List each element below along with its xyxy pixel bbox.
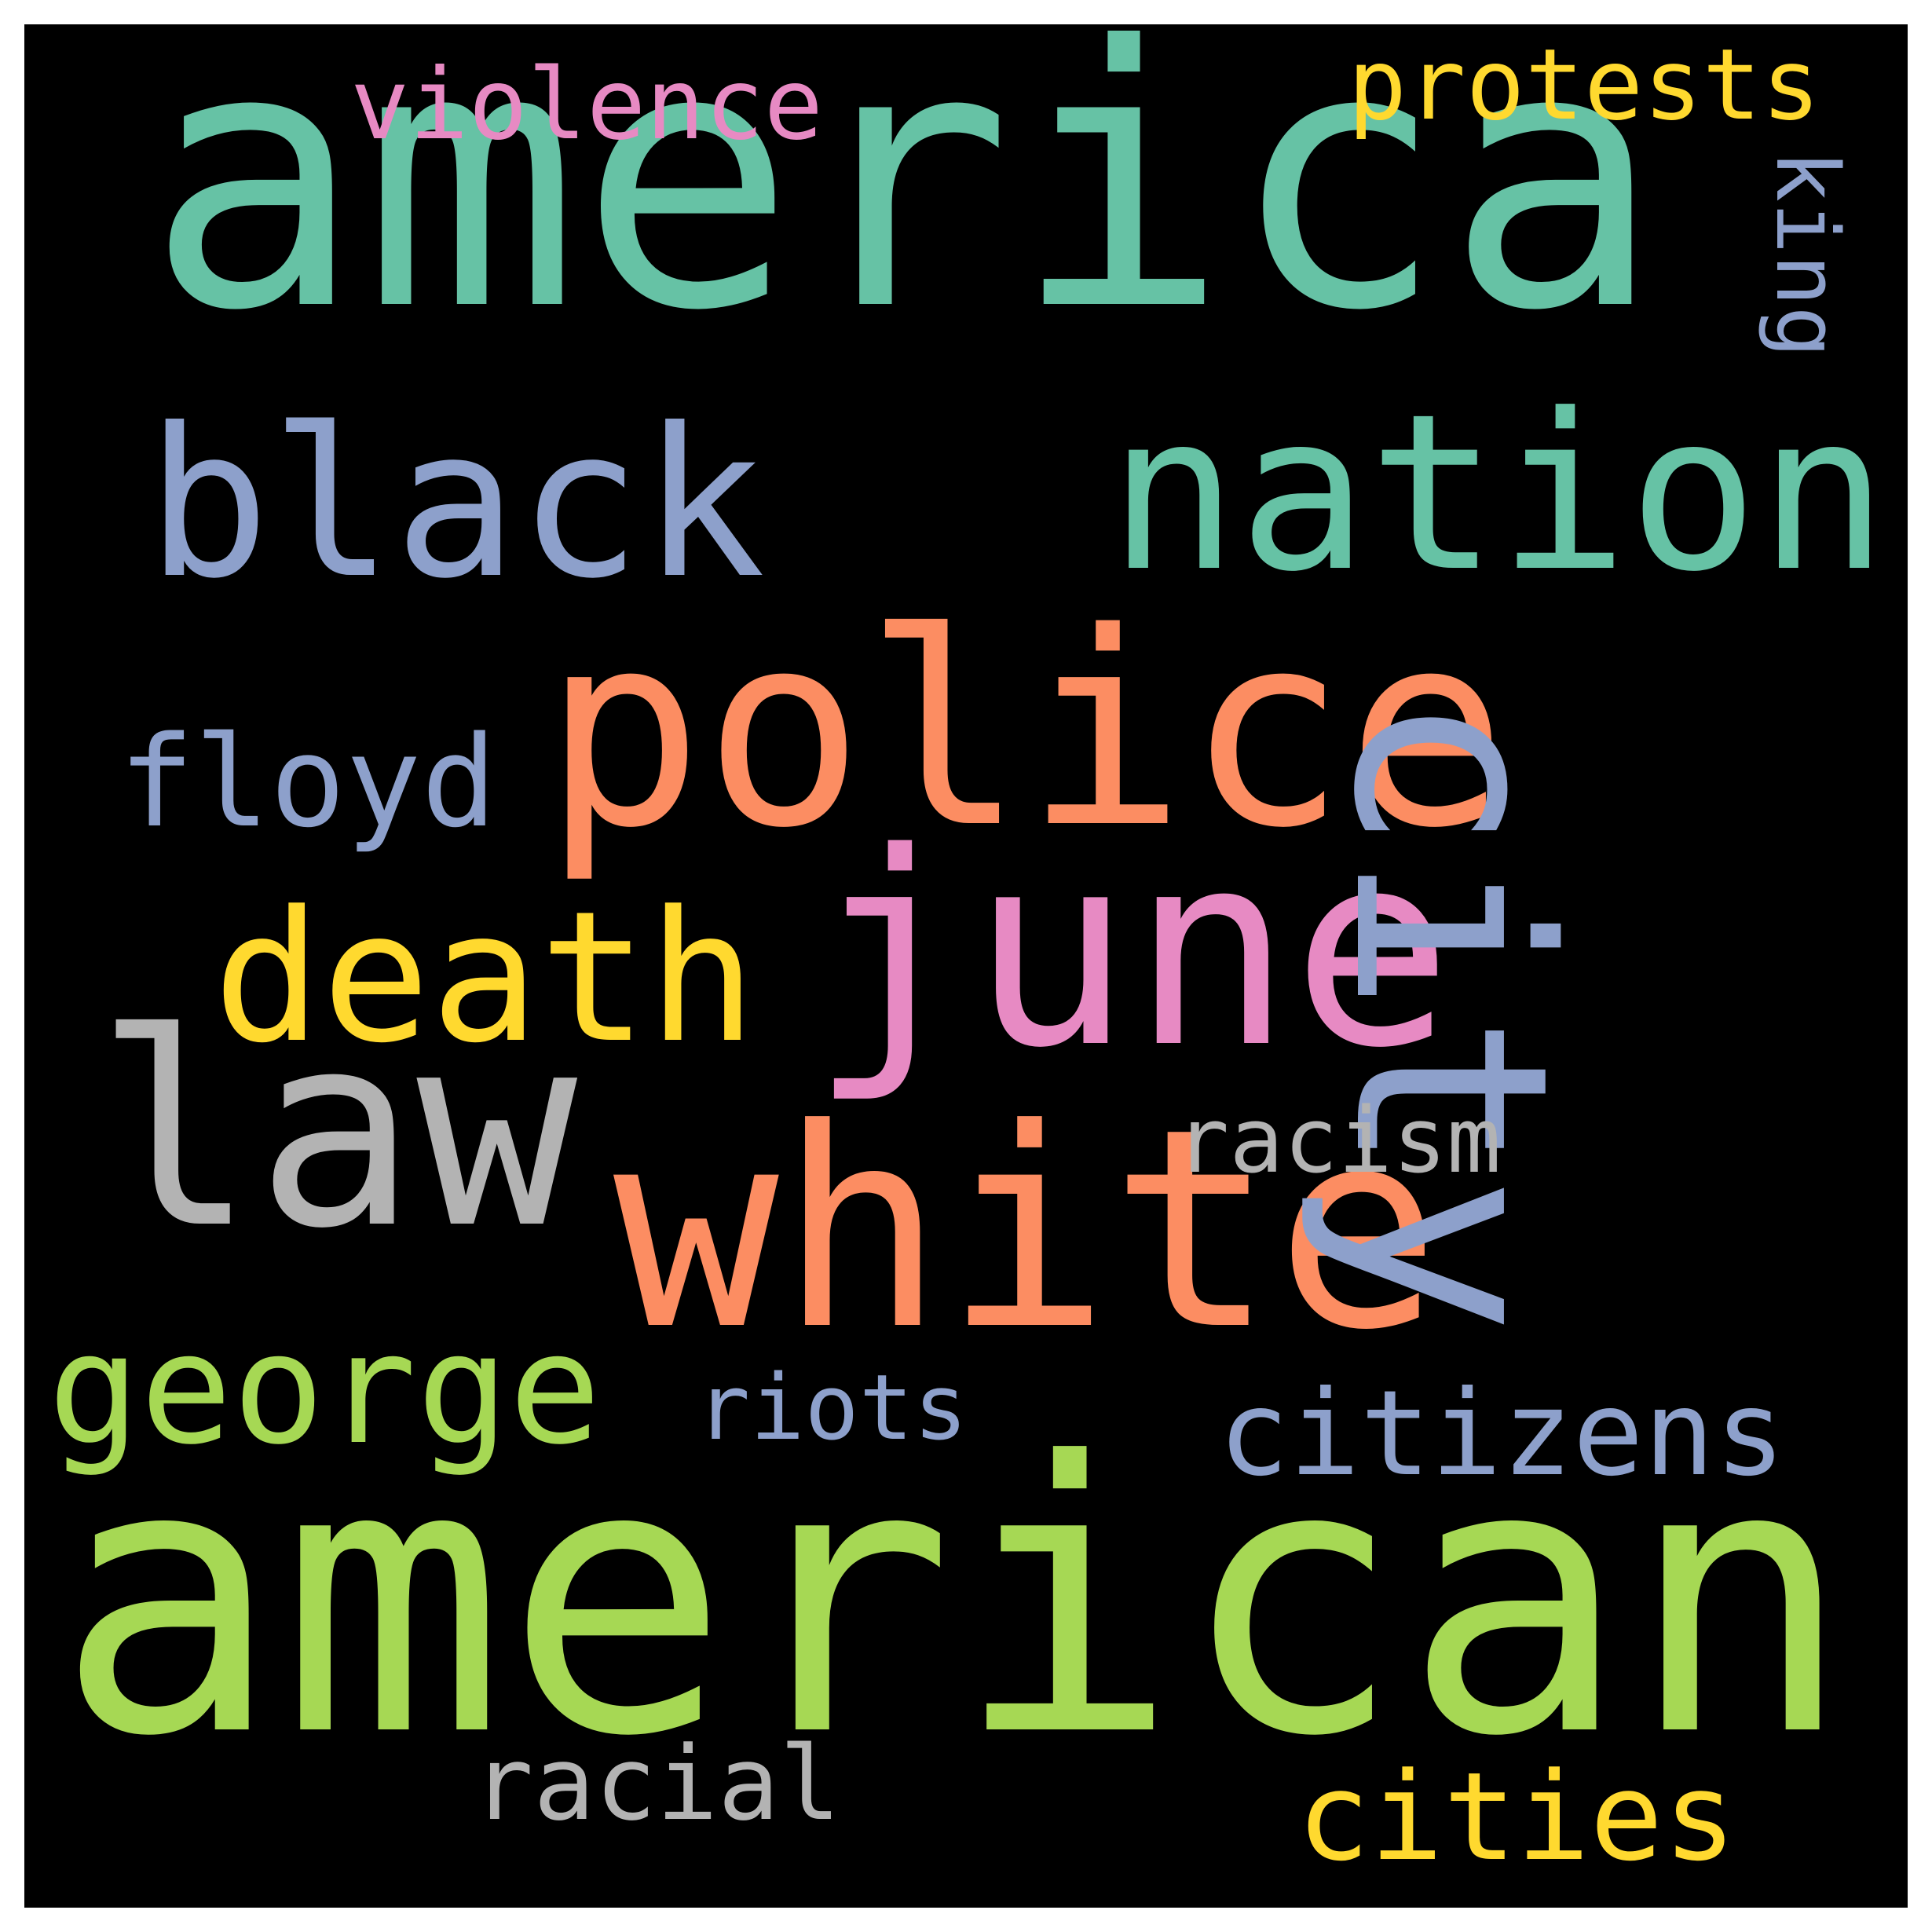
word-violence: violence <box>350 48 824 162</box>
word-city: city <box>1294 692 1605 1335</box>
word-america: america <box>146 24 1663 390</box>
word-george: george <box>48 1300 602 1478</box>
word-american: american <box>56 1384 1853 1818</box>
word-riots: riots <box>696 1356 968 1461</box>
word-protests: protests <box>1348 28 1821 142</box>
word-king: king <box>1757 150 1857 358</box>
word-racism: racism <box>1175 1089 1502 1194</box>
word-june: june <box>810 796 1453 1107</box>
word-citizens: citizens <box>1218 1366 1786 1502</box>
word-law: law <box>95 976 578 1287</box>
word-black: black <box>146 384 766 624</box>
word-cities: cities <box>1297 1746 1736 1888</box>
word-death: death <box>213 873 757 1083</box>
word-floyd: floyd <box>119 708 497 855</box>
word-racial: racial <box>472 1724 841 1843</box>
word-police: police <box>543 576 1508 887</box>
word-cloud: america american police white june city … <box>24 24 1908 1908</box>
word-white: white <box>613 1070 1441 1390</box>
word-nation: nation <box>1108 368 1889 619</box>
